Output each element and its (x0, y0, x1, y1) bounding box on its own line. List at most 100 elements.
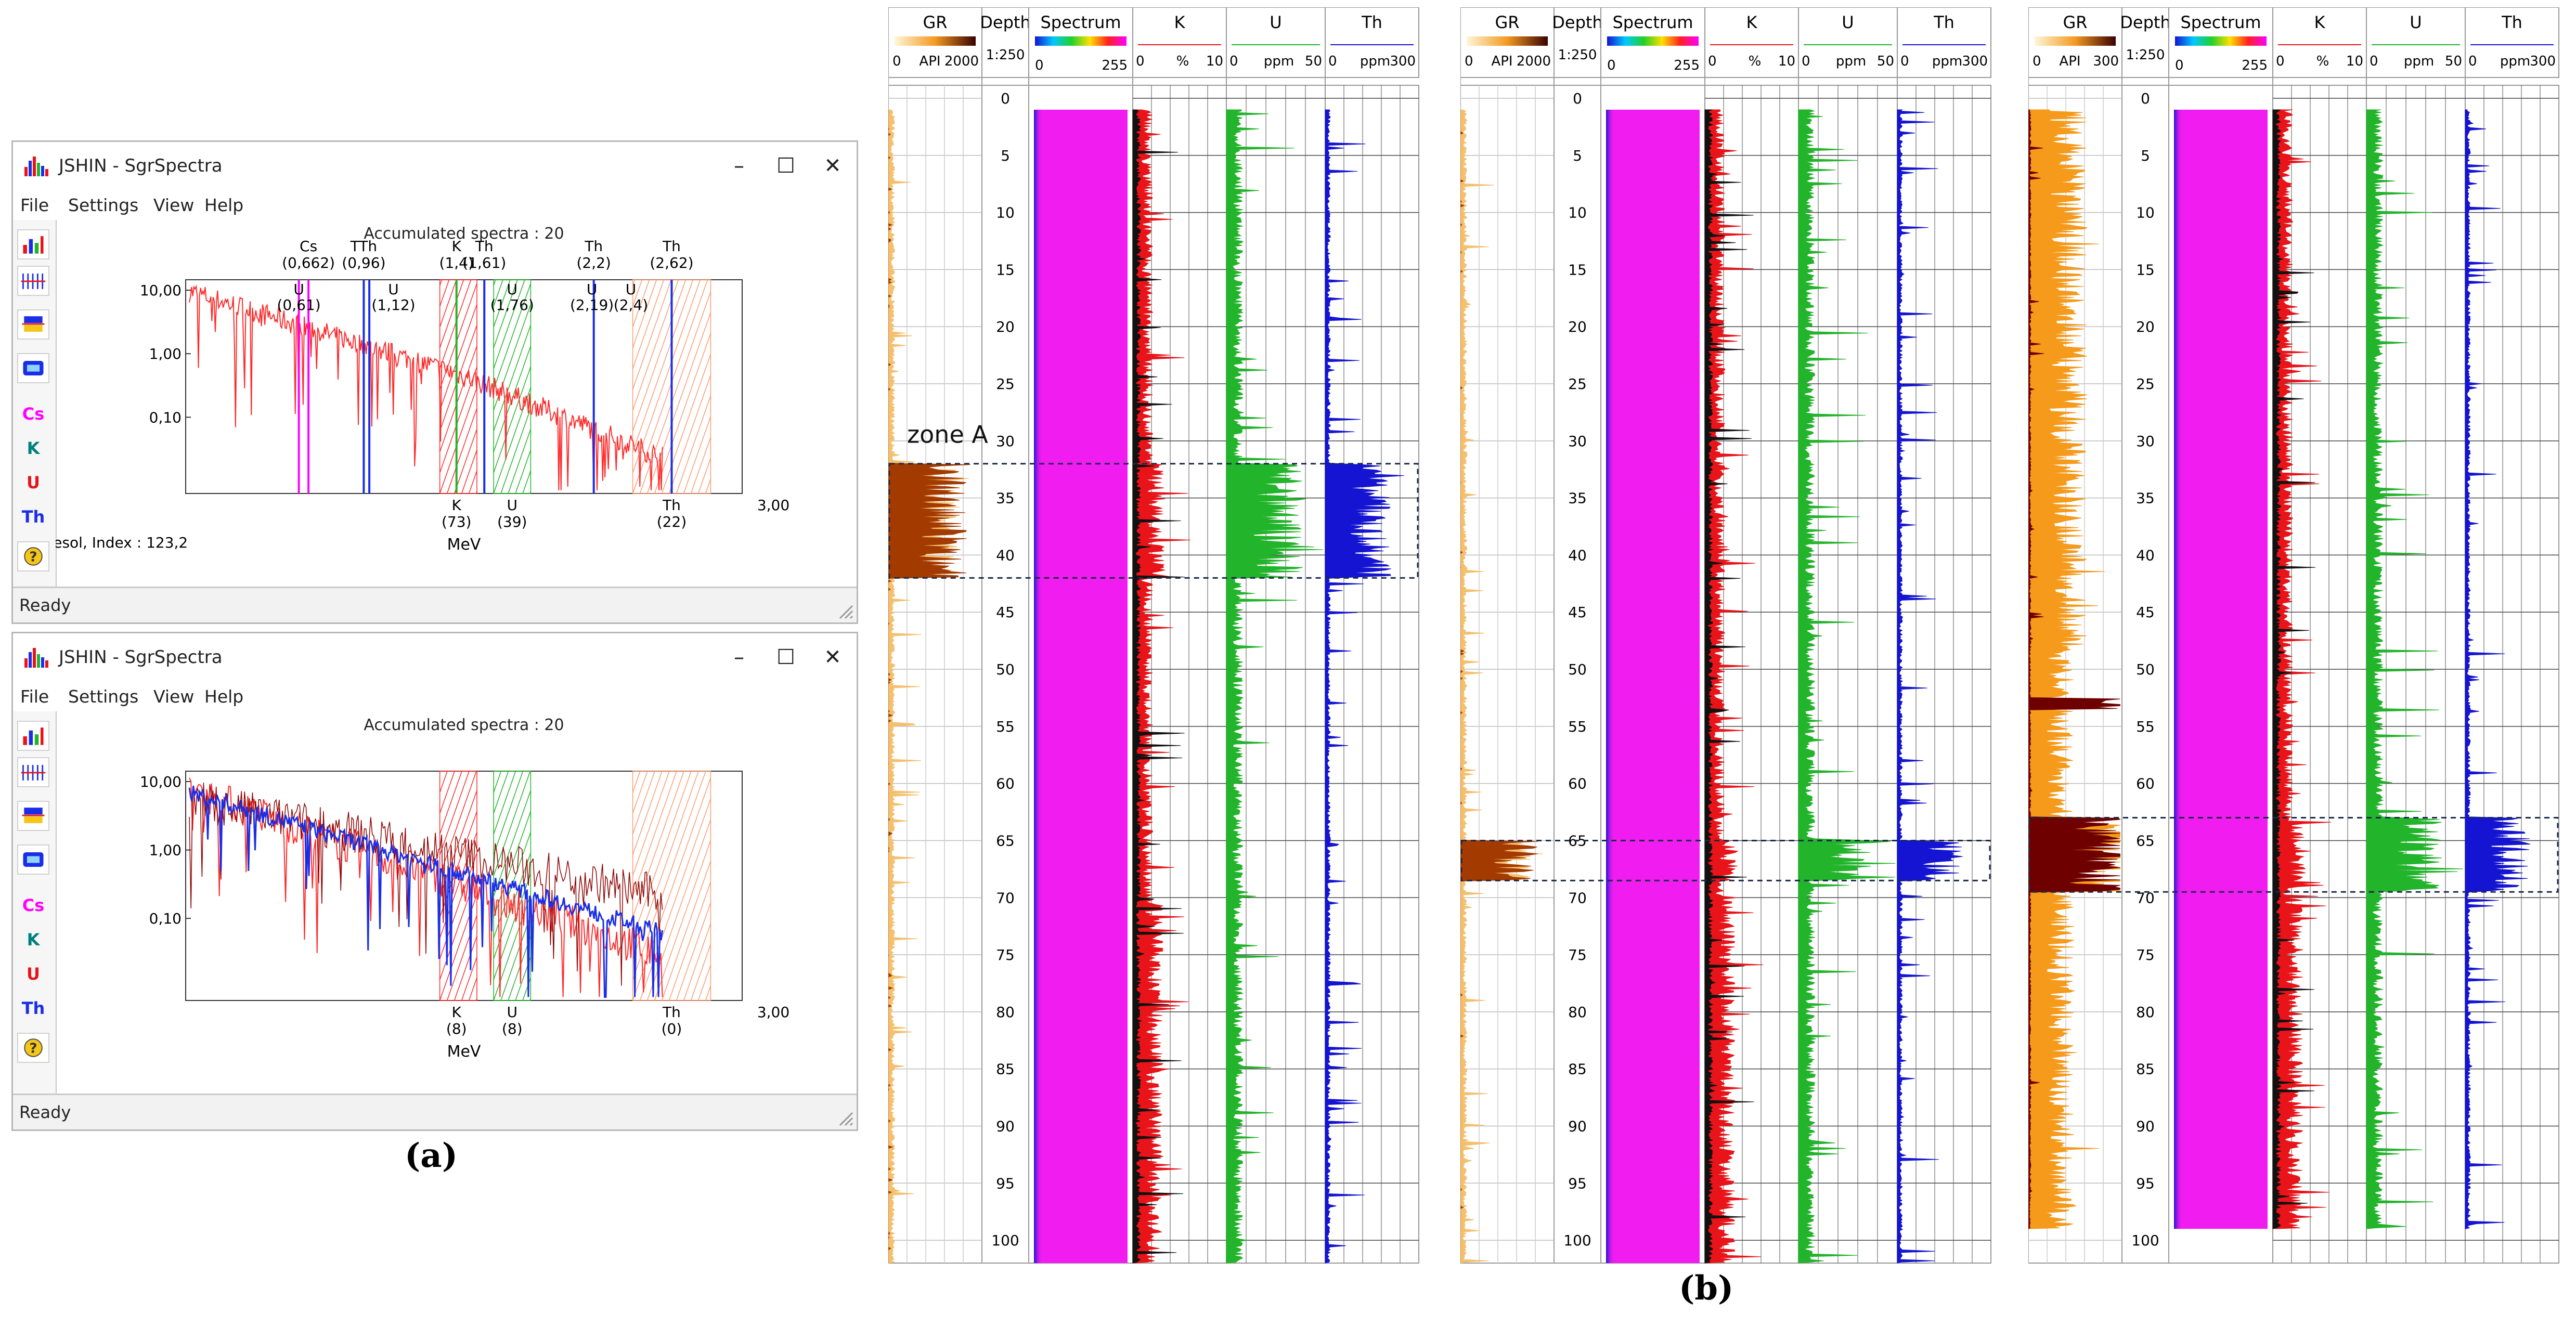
menu-settings[interactable]: Settings (68, 195, 139, 215)
depth-tick-label: 70 (996, 889, 1015, 906)
hatch-line (439, 771, 462, 836)
cs-button[interactable]: Cs (22, 404, 45, 424)
u-scale-max: 50 (1305, 54, 1322, 69)
th-button[interactable]: Th (21, 998, 45, 1018)
detector-icon[interactable] (17, 353, 49, 383)
window-count-label: K (452, 1004, 462, 1021)
y-tick-label: 1,00 (149, 842, 182, 859)
spectrum-track-fill (1034, 109, 1128, 1264)
u-scale-unit: ppm (2404, 54, 2434, 69)
u-peak-energy-label: (1,12) (371, 296, 415, 314)
track-header-u: U (1270, 12, 1281, 32)
caption-a: (a) (405, 1136, 458, 1175)
u-scale-max: 50 (2445, 54, 2462, 69)
u-button[interactable]: U (27, 964, 40, 984)
peak-energy-label: (1,61) (462, 254, 506, 271)
x-axis-end-label: 3,00 (757, 497, 789, 514)
minimize-button[interactable]: – (734, 154, 744, 178)
spectrum-view-icon[interactable] (17, 229, 49, 259)
u-button[interactable]: U (27, 473, 40, 492)
title-bar[interactable]: JSHIN - SgrSpectra – ☐ ✕ (13, 142, 857, 190)
depth-tick-label: 25 (2136, 375, 2155, 393)
depth-tick-label: 60 (2136, 775, 2155, 792)
hatch-line (632, 280, 672, 391)
hatch-line (779, 280, 853, 493)
gr-scale-unit: API (2059, 54, 2080, 69)
resize-grip-icon[interactable] (835, 601, 853, 619)
spectrum-track-fill (1606, 109, 1700, 1264)
depth-tick-label: 95 (2136, 1175, 2155, 1192)
menu-view[interactable]: View (153, 686, 195, 707)
plot-title: Accumulated spectra : 20 (364, 716, 564, 734)
zone-box (888, 463, 1419, 579)
multi-spectra-icon[interactable] (17, 266, 49, 296)
close-button[interactable]: ✕ (824, 645, 842, 669)
menu-file[interactable]: File (20, 195, 49, 215)
hatch-line (632, 771, 648, 815)
hatch-line (668, 880, 711, 1000)
hatch-line (654, 839, 711, 1000)
depth-tick-label: 55 (996, 718, 1015, 735)
th-scale-unit: ppm (1360, 54, 1390, 69)
menu-bar: File Settings View Help (13, 190, 857, 220)
energy-window-frame (632, 771, 711, 1001)
log-header (2028, 7, 2559, 78)
k-button[interactable]: K (27, 438, 40, 458)
window-count-value: (22) (657, 513, 687, 530)
track-header-dep: Depth (2120, 12, 2170, 32)
window-count-label: Th (662, 497, 681, 514)
menu-view[interactable]: View (153, 195, 195, 215)
th-button[interactable]: Th (21, 507, 45, 527)
depth-tick-label: 65 (2136, 832, 2155, 849)
log-curve (2465, 109, 2531, 1229)
log-curve (888, 109, 969, 1264)
spectrum-view-icon[interactable] (17, 721, 49, 751)
hatch-line (494, 280, 511, 329)
calibrate-icon[interactable] (17, 309, 49, 340)
depth-tick-label: 0 (1001, 90, 1010, 107)
calibrate-icon[interactable] (17, 801, 49, 831)
hatch-line (661, 860, 711, 1000)
detector-icon[interactable] (17, 844, 49, 875)
track-header-th: Th (1933, 12, 1954, 32)
close-button[interactable]: ✕ (824, 154, 842, 178)
th-scale-unit: ppm (1932, 54, 1962, 69)
depth-tick-label: 45 (1568, 604, 1587, 621)
title-bar[interactable]: JSHIN - SgrSpectra – ☐ ✕ (13, 633, 857, 681)
help-icon[interactable]: ? (17, 541, 49, 571)
menu-file[interactable]: File (20, 686, 49, 707)
peak-energy-label: (0,96) (342, 254, 385, 271)
hatch-line (632, 280, 657, 349)
menu-settings[interactable]: Settings (68, 686, 139, 707)
maximize-button[interactable]: ☐ (776, 154, 795, 178)
spectrum-color-scale (1607, 36, 1699, 46)
depth-scale: 1:250 (1558, 47, 1597, 63)
spectrum-color-scale (1035, 36, 1127, 46)
window-count-label: U (507, 497, 517, 514)
k-scale-max: 10 (1778, 54, 1795, 69)
track-header-u: U (2410, 12, 2422, 32)
depth-tick-label: 85 (2136, 1061, 2155, 1078)
window-count-value: (8) (502, 1020, 523, 1037)
hatch-line (439, 771, 470, 856)
sgr-spectra-window-2: JSHIN - SgrSpectra – ☐ ✕ File Settings V… (11, 632, 858, 1131)
depth-tick-label: 0 (2141, 90, 2150, 107)
k-button[interactable]: K (27, 930, 40, 950)
menu-help[interactable]: Help (204, 686, 244, 707)
multi-spectra-icon[interactable] (17, 757, 49, 787)
cs-button[interactable]: Cs (22, 895, 45, 915)
hatch-line (494, 771, 509, 815)
hatch-line (683, 415, 711, 493)
spectrum-scale-min: 0 (1607, 58, 1616, 73)
zone-box (1460, 839, 1991, 881)
hatch-line (830, 771, 858, 1000)
menu-help[interactable]: Help (204, 195, 244, 215)
gr-scale-max: 2000 (944, 54, 979, 69)
x-axis-label: MeV (447, 1043, 481, 1061)
hatch-line (748, 280, 823, 493)
help-icon[interactable]: ? (17, 1033, 49, 1063)
hatch-line (742, 771, 822, 1000)
maximize-button[interactable]: ☐ (776, 645, 795, 669)
resize-grip-icon[interactable] (835, 1108, 853, 1126)
minimize-button[interactable]: – (734, 645, 744, 669)
